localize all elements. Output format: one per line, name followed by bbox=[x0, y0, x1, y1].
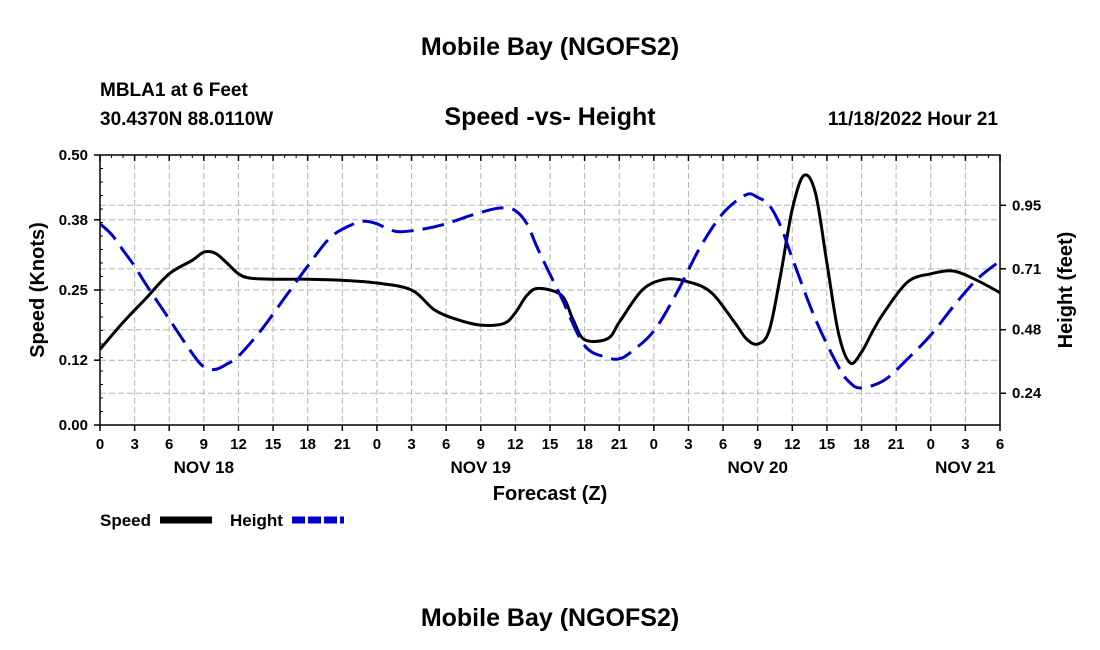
x-tick-label: 6 bbox=[996, 436, 1004, 453]
page-title-top: Mobile Bay (NGOFS2) bbox=[421, 33, 679, 61]
x-tick-label: 15 bbox=[819, 436, 836, 453]
x-tick-label: 9 bbox=[754, 436, 762, 453]
y-tick-label-left: 0.00 bbox=[59, 417, 88, 434]
chart-subtitle: Speed -vs- Height bbox=[444, 103, 656, 131]
y-tick-label-right: 0.24 bbox=[1012, 385, 1042, 402]
x-tick-label: 6 bbox=[719, 436, 727, 453]
x-tick-label: 12 bbox=[230, 436, 247, 453]
x-day-label: NOV 19 bbox=[451, 458, 511, 477]
legend: Speed Height bbox=[100, 511, 344, 530]
x-tick-label: 21 bbox=[611, 436, 628, 453]
x-tick-label: 15 bbox=[265, 436, 282, 453]
x-tick-label: 3 bbox=[130, 436, 138, 453]
series-line-height bbox=[100, 192, 1000, 390]
y-axis-left-title: Speed (Knots) bbox=[27, 222, 49, 358]
x-tick-label: 21 bbox=[888, 436, 905, 453]
x-tick-label: 12 bbox=[507, 436, 524, 453]
station-coordinates: 30.4370N 88.0110W bbox=[100, 109, 273, 130]
x-day-label: NOV 20 bbox=[727, 458, 787, 477]
x-axis-title: Forecast (Z) bbox=[493, 483, 607, 505]
axes-layer: 0 3 6 9 12 15 18 21 0 3 6 9 12 15 18 21 0 3 6 9 12 15 18 21 0 3 6N… bbox=[59, 147, 1042, 477]
forecast-datetime: 11/18/2022 Hour 21 bbox=[828, 109, 998, 130]
x-tick-label: 9 bbox=[200, 436, 208, 453]
x-tick-label: 12 bbox=[784, 436, 801, 453]
y-tick-label-left: 0.12 bbox=[59, 352, 88, 369]
x-tick-label: 15 bbox=[542, 436, 559, 453]
x-tick-label: 6 bbox=[165, 436, 173, 453]
x-day-label: NOV 18 bbox=[174, 458, 234, 477]
y-tick-label-left: 0.38 bbox=[59, 212, 88, 229]
y-tick-label-left: 0.25 bbox=[59, 282, 88, 299]
x-tick-label: 0 bbox=[650, 436, 658, 453]
x-tick-label: 18 bbox=[576, 436, 593, 453]
y-tick-label-right: 0.48 bbox=[1012, 322, 1041, 339]
x-tick-label: 18 bbox=[853, 436, 870, 453]
x-tick-label: 3 bbox=[407, 436, 415, 453]
y-tick-label-right: 0.95 bbox=[1012, 197, 1041, 214]
series-layer bbox=[100, 173, 1000, 390]
x-tick-label: 0 bbox=[96, 436, 104, 453]
series-line-speed bbox=[100, 173, 1000, 366]
x-tick-label: 9 bbox=[477, 436, 485, 453]
x-tick-label: 0 bbox=[373, 436, 381, 453]
x-tick-label: 3 bbox=[961, 436, 969, 453]
legend-speed-label: Speed bbox=[100, 511, 151, 530]
x-tick-label: 3 bbox=[684, 436, 692, 453]
y-tick-label-right: 0.71 bbox=[1012, 261, 1041, 278]
x-day-label: NOV 21 bbox=[935, 458, 995, 477]
x-tick-label: 21 bbox=[334, 436, 351, 453]
x-tick-label: 18 bbox=[299, 436, 316, 453]
y-tick-label-left: 0.50 bbox=[59, 147, 88, 164]
y-axis-right-title: Height (feet) bbox=[1055, 232, 1077, 349]
station-name: MBLA1 at 6 Feet bbox=[100, 80, 248, 101]
legend-height-label: Height bbox=[230, 511, 283, 530]
x-tick-label: 6 bbox=[442, 436, 450, 453]
page-title-bottom: Mobile Bay (NGOFS2) bbox=[421, 604, 679, 632]
x-tick-label: 0 bbox=[927, 436, 935, 453]
